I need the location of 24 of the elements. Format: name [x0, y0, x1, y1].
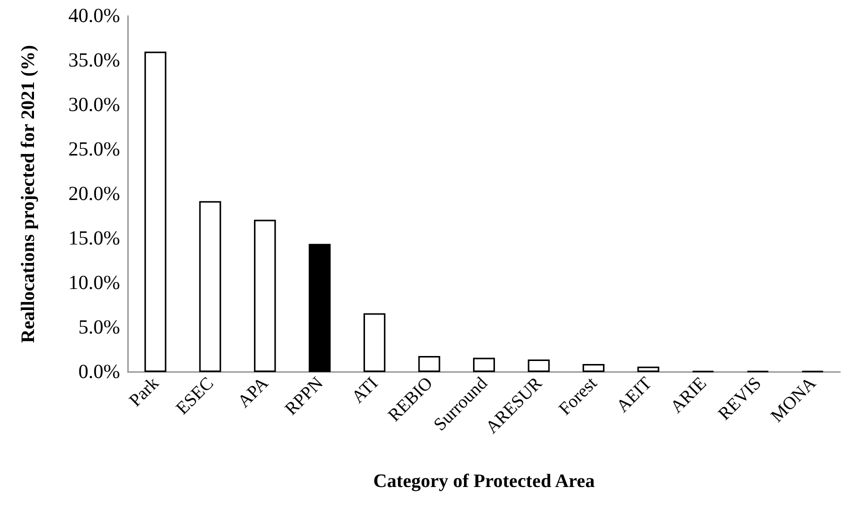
x-axis-title: Category of Protected Area [373, 471, 596, 492]
y-axis-title: Reallocations projected for 2021 (%) [18, 45, 39, 343]
bar [364, 313, 386, 372]
y-tick-label: 20.0% [68, 183, 120, 205]
bar [199, 201, 222, 372]
y-tick-label: 10.0% [68, 272, 120, 294]
bar [308, 244, 331, 372]
y-tick-label: 40.0% [68, 5, 120, 27]
x-tick-label: APA [234, 372, 272, 412]
y-tick-label: 35.0% [68, 50, 120, 72]
y-tick-label: 30.0% [68, 94, 120, 116]
bar [144, 52, 166, 372]
y-tick-label: 15.0% [68, 228, 120, 250]
bar [254, 220, 276, 372]
y-tick-label: 5.0% [78, 316, 120, 338]
bar [637, 366, 660, 372]
y-tick-label: 0.0% [78, 361, 120, 383]
x-tick-label: Park [125, 372, 162, 410]
bar [473, 358, 495, 372]
bar [418, 356, 440, 372]
x-tick-label: ATI [348, 372, 382, 407]
bar [528, 360, 550, 372]
bar [582, 364, 604, 372]
y-tick-label: 25.0% [68, 138, 120, 160]
